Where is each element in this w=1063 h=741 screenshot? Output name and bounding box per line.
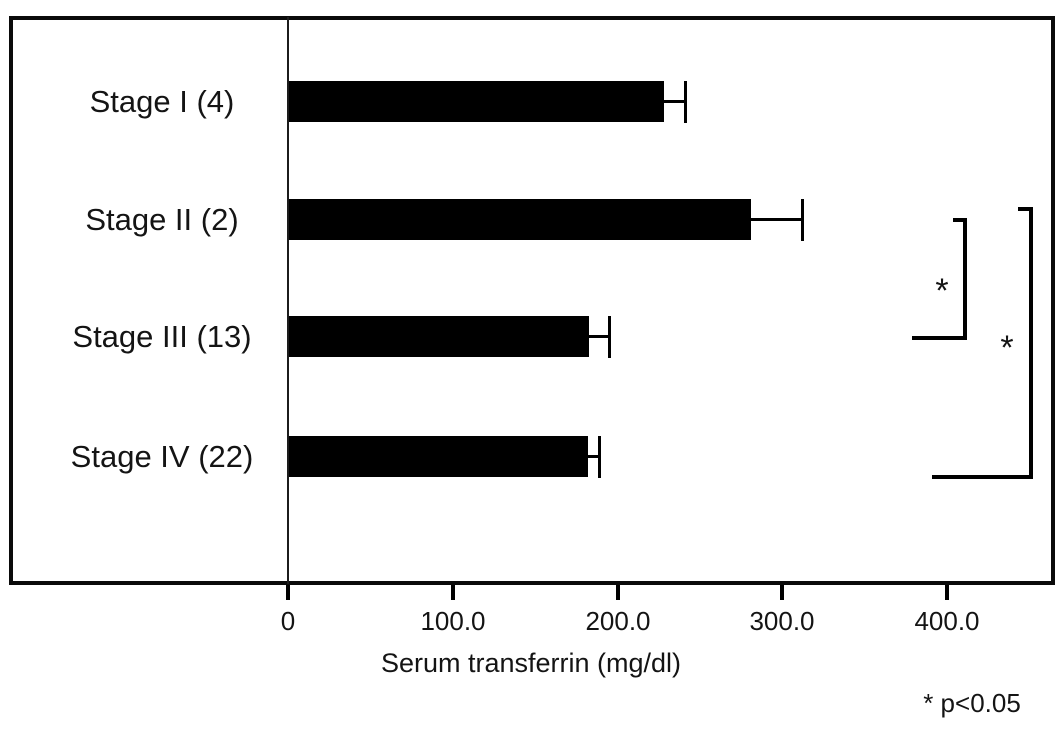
x-axis-tick [945,585,949,600]
significance-bracket-bottom-tick [932,475,1033,479]
error-bar-cap [608,316,611,358]
x-axis-tick [451,585,455,600]
significance-bracket-vertical [963,218,967,340]
category-label: Stage II (2) [85,202,239,237]
bar [289,81,664,122]
x-axis-tick [780,585,784,600]
error-bar-cap [598,436,601,478]
x-axis-tick-label: 0 [280,606,296,636]
category-label: Stage I (4) [89,84,235,119]
significance-bracket-top-tick [1018,207,1033,211]
x-axis-tick-label: 400.0 [914,606,980,636]
error-bar-line [664,100,685,103]
x-axis-tick [286,585,290,600]
error-bar-line [588,455,600,458]
significance-bracket-bottom-tick [912,336,967,340]
category-label: Stage III (13) [72,319,252,354]
significance-asterisk: * [935,272,949,310]
x-axis-label: Serum transferrin (mg/dl) [380,648,682,678]
bar [289,316,589,357]
y-axis-line [287,17,289,584]
x-axis-tick-label: 200.0 [585,606,651,636]
x-axis-tick-label: 300.0 [749,606,815,636]
category-label: Stage IV (22) [70,439,254,474]
significance-asterisk: * [1000,329,1014,367]
bar [289,436,588,477]
error-bar-line [751,218,802,221]
bar [289,199,751,240]
significance-footnote: * p<0.05 [923,688,1021,718]
x-axis-tick-label: 100.0 [420,606,486,636]
significance-bracket-vertical [1029,207,1033,479]
significance-bracket-top-tick [953,218,967,222]
error-bar-cap [684,81,687,123]
error-bar-cap [801,199,804,241]
error-bar-line [589,335,609,338]
x-axis-tick [616,585,620,600]
